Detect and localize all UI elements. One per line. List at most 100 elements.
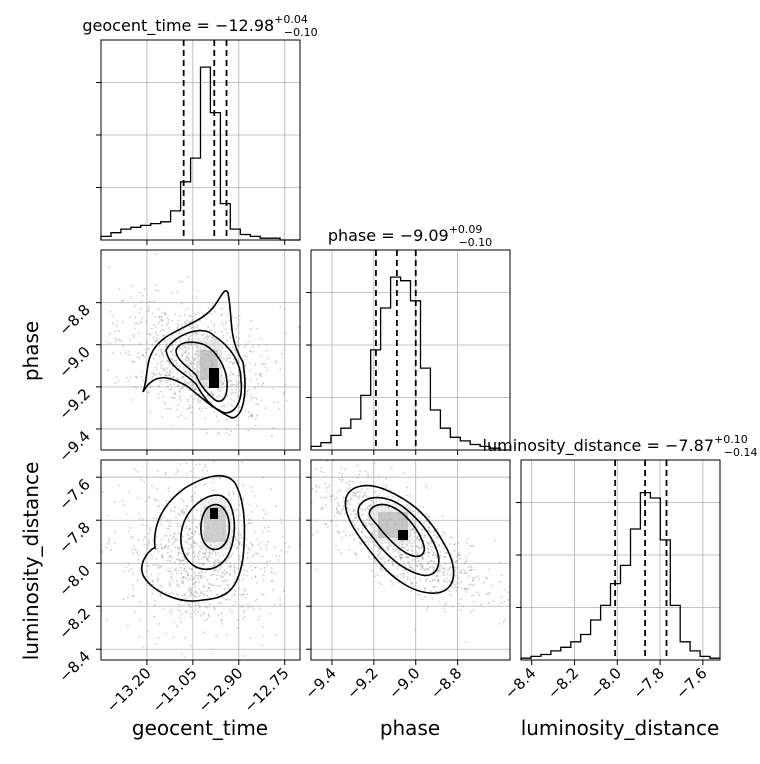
scatter-point xyxy=(467,575,470,578)
scatter-point xyxy=(269,570,272,573)
scatter-point xyxy=(169,559,171,562)
scatter-point xyxy=(182,563,185,566)
scatter-point xyxy=(194,595,197,598)
scatter-point xyxy=(178,563,181,566)
scatter-point xyxy=(170,573,173,576)
scatter-point xyxy=(157,289,160,292)
scatter-point xyxy=(172,376,175,379)
scatter-point xyxy=(337,532,340,535)
scatter-point xyxy=(436,536,439,539)
scatter-point xyxy=(190,495,193,498)
scatter-point xyxy=(189,395,192,398)
scatter-point xyxy=(208,551,211,554)
scatter-point xyxy=(145,320,148,323)
scatter-point xyxy=(230,392,233,395)
scatter-point xyxy=(421,528,424,531)
scatter-point xyxy=(235,391,238,394)
scatter-point xyxy=(170,570,173,573)
scatter-point xyxy=(193,326,196,329)
scatter-point xyxy=(155,339,158,342)
scatter-point xyxy=(179,413,182,416)
scatter-point xyxy=(341,472,343,475)
scatter-point xyxy=(262,517,265,520)
scatter-point xyxy=(220,622,223,625)
scatter-point xyxy=(163,546,166,549)
scatter-point xyxy=(187,534,190,537)
scatter-point xyxy=(397,581,400,584)
scatter-point xyxy=(145,348,148,351)
scatter-point xyxy=(192,498,194,501)
scatter-point xyxy=(398,544,401,547)
scatter-point xyxy=(178,551,181,554)
scatter-point xyxy=(168,519,171,522)
scatter-point xyxy=(319,508,322,511)
scatter-point xyxy=(142,354,145,356)
scatter-point xyxy=(216,558,219,561)
scatter-point xyxy=(174,539,177,542)
scatter-point xyxy=(247,411,250,414)
scatter-point xyxy=(189,373,192,376)
scatter-point xyxy=(56,553,58,555)
scatter-point xyxy=(150,371,153,374)
scatter-point xyxy=(231,491,234,493)
scatter-point xyxy=(177,551,180,554)
scatter-point xyxy=(466,587,469,590)
scatter-point xyxy=(436,536,439,539)
scatter-point xyxy=(200,399,203,402)
scatter-point xyxy=(148,333,151,335)
scatter-point xyxy=(279,598,282,601)
scatter-point xyxy=(335,525,338,528)
scatter-point xyxy=(230,380,233,382)
scatter-point xyxy=(222,575,225,578)
scatter-point xyxy=(364,535,367,538)
scatter-point xyxy=(469,544,472,547)
scatter-point xyxy=(182,500,185,503)
scatter-point xyxy=(254,418,257,420)
scatter-point xyxy=(362,496,365,498)
scatter-point xyxy=(311,488,314,490)
scatter-point xyxy=(206,431,208,434)
scatter-point xyxy=(425,568,428,571)
scatter-point xyxy=(220,612,223,615)
scatter-point xyxy=(339,552,342,555)
scatter-point xyxy=(349,498,352,500)
scatter-point xyxy=(198,463,201,466)
scatter-point xyxy=(186,400,189,403)
xlabel-luminosity_distance: luminosity_distance xyxy=(521,716,720,740)
scatter-point xyxy=(472,577,475,579)
scatter-point xyxy=(212,561,215,564)
scatter-point xyxy=(165,381,168,384)
scatter-point xyxy=(228,608,231,611)
scatter-point xyxy=(476,591,479,594)
scatter-point xyxy=(419,564,422,567)
scatter-point xyxy=(242,618,245,621)
scatter-point xyxy=(391,583,394,586)
scatter-point xyxy=(444,610,447,613)
scatter-point xyxy=(341,478,344,481)
scatter-point xyxy=(445,601,448,604)
scatter-point xyxy=(186,275,189,278)
scatter-point xyxy=(242,573,245,576)
scatter-point xyxy=(203,575,206,578)
scatter-point xyxy=(218,431,221,434)
scatter-point xyxy=(415,582,418,585)
scatter-point xyxy=(471,583,473,586)
scatter-point xyxy=(233,362,236,365)
scatter-point xyxy=(206,606,209,609)
scatter-point xyxy=(433,530,436,533)
scatter-point xyxy=(171,319,174,322)
scatter-point xyxy=(207,613,210,616)
scatter-point xyxy=(171,556,174,559)
scatter-point xyxy=(185,472,188,475)
scatter-point xyxy=(207,615,210,618)
scatter-point xyxy=(176,324,179,327)
scatter-point xyxy=(187,589,190,592)
scatter-point xyxy=(458,585,461,588)
scatter-point xyxy=(260,362,263,365)
scatter-point xyxy=(226,571,228,574)
scatter-point xyxy=(444,586,447,589)
scatter-point xyxy=(249,350,252,353)
scatter-point xyxy=(279,603,281,606)
scatter-point xyxy=(219,390,222,393)
scatter-point xyxy=(346,501,349,504)
